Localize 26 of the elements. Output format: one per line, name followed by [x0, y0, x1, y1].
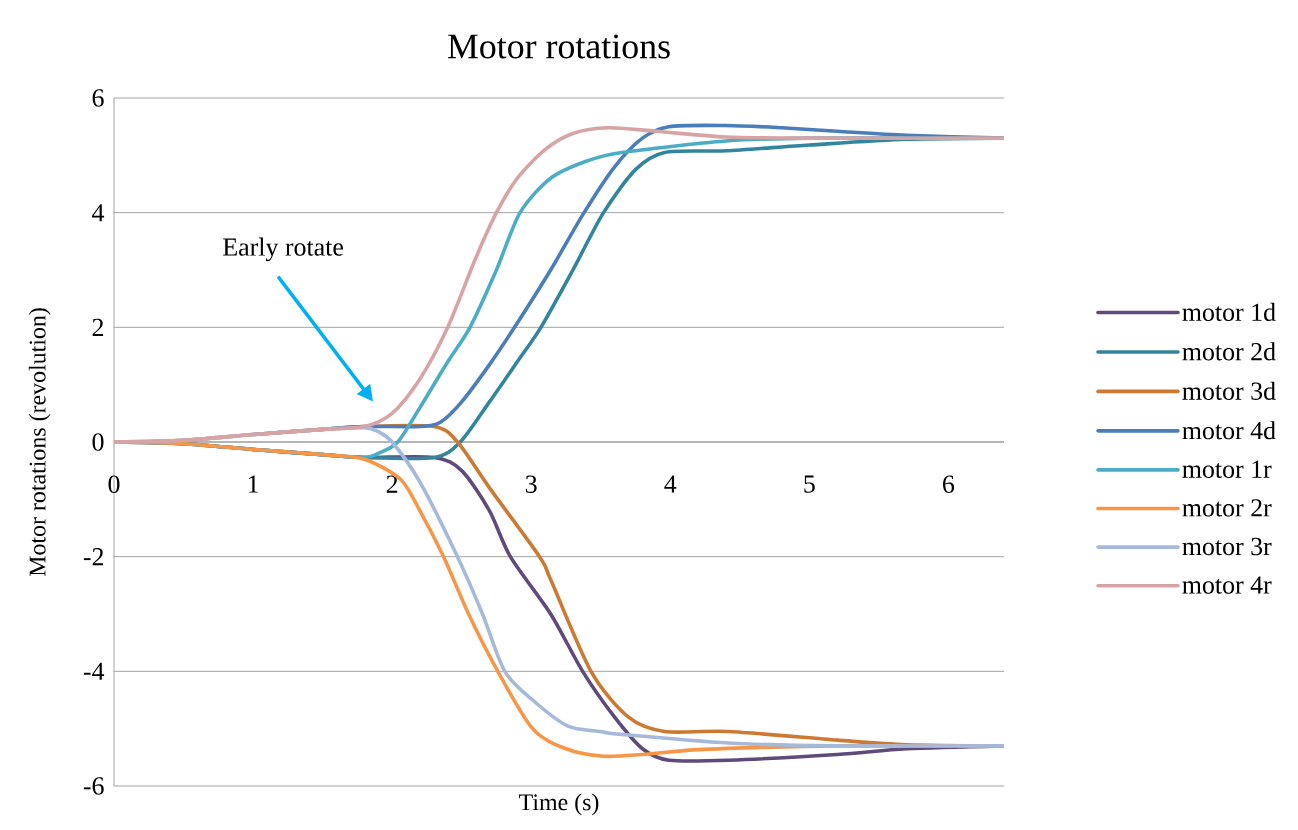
- y-tick-label: -4: [83, 662, 105, 680]
- y-tick-label: 0: [92, 433, 104, 451]
- y-axis-title: Motor rotations (revolution): [28, 308, 51, 577]
- x-tick-label: 6: [943, 475, 955, 493]
- x-tick-label: 3: [525, 475, 537, 493]
- legend-label: motor 2d: [1182, 342, 1276, 361]
- x-tick-label: 5: [804, 475, 815, 493]
- legend-label: motor 4r: [1182, 576, 1272, 594]
- legend-label: motor 3d: [1182, 381, 1276, 400]
- x-tick-label: 4: [664, 475, 677, 493]
- legend-label: motor 4d: [1182, 421, 1276, 440]
- x-axis-title: Time (s): [519, 793, 599, 816]
- x-tick-label: 1: [248, 475, 258, 493]
- x-tick-label: 2: [386, 475, 398, 493]
- y-tick-label: -2: [83, 548, 104, 566]
- legend-label: motor 1d: [1182, 302, 1276, 321]
- x-tick-label: 0: [108, 475, 120, 493]
- annotation: Early rotate: [223, 237, 343, 262]
- chart-title: Motor rotations: [447, 34, 670, 59]
- legend-label: motor 2r: [1182, 499, 1272, 517]
- y-tick-label: -6: [83, 777, 104, 795]
- y-tick-label: 2: [92, 318, 104, 336]
- y-tick-label: 4: [92, 204, 105, 222]
- y-tick-label: 6: [92, 89, 104, 107]
- legend-label: motor 3r: [1182, 537, 1272, 556]
- legend-label: motor 1r: [1182, 460, 1272, 478]
